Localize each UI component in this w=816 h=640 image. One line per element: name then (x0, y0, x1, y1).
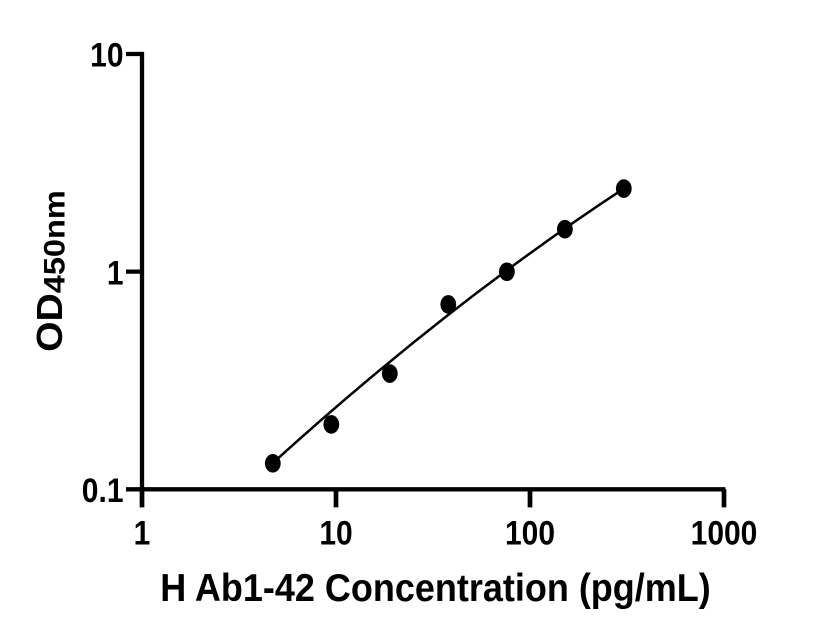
svg-text:10: 10 (319, 514, 352, 552)
svg-text:0.1: 0.1 (82, 471, 124, 509)
svg-text:1: 1 (134, 514, 151, 552)
svg-text:H Ab1-42 Concentration (pg/mL): H Ab1-42 Concentration (pg/mL) (160, 566, 710, 610)
svg-text:100: 100 (505, 514, 555, 552)
svg-text:1000: 1000 (691, 514, 758, 552)
svg-text:10: 10 (90, 36, 123, 74)
svg-text:1: 1 (107, 254, 124, 292)
